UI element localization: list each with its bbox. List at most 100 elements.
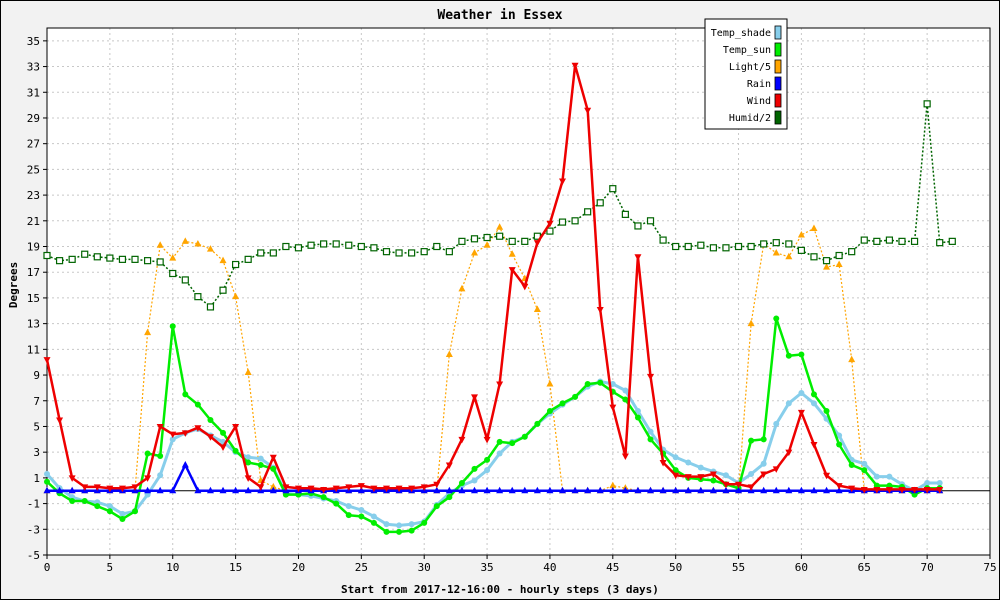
data-point-humid-2 (873, 237, 881, 245)
data-point-rain (496, 486, 504, 494)
data-point-wind (445, 462, 453, 470)
y-tick-label: 25 (27, 163, 40, 176)
x-axis-label: Start from 2017-12-16:00 - hourly steps … (341, 583, 659, 596)
data-point-humid-2 (923, 100, 931, 108)
data-point-wind (722, 481, 730, 489)
data-point-temp-shade (358, 507, 365, 514)
data-point-rain (156, 486, 164, 494)
data-point-wind (936, 486, 944, 494)
data-point-temp-sun (421, 519, 428, 526)
data-point-rain (533, 486, 541, 494)
data-point-wind (898, 486, 906, 494)
data-point-wind (282, 484, 290, 491)
plot-area (47, 28, 990, 555)
x-tick-label: 35 (480, 561, 493, 574)
data-point-temp-shade (345, 503, 352, 510)
data-point-light-5 (169, 254, 177, 261)
y-tick-label: -5 (27, 549, 40, 562)
y-tick-label: 9 (33, 369, 40, 382)
data-point-temp-sun (194, 401, 201, 408)
y-tick-label: 1 (33, 472, 40, 485)
data-point-temp-sun (798, 351, 805, 358)
data-point-wind (382, 485, 390, 493)
data-point-temp-sun (861, 467, 868, 474)
y-tick-label: 7 (33, 395, 40, 408)
data-point-temp-sun (383, 528, 390, 535)
data-point-light-5 (483, 241, 491, 248)
data-point-humid-2 (320, 240, 328, 248)
data-point-wind (571, 62, 579, 70)
data-point-wind (684, 474, 692, 481)
data-point-humid-2 (232, 260, 240, 269)
data-point-rain (835, 486, 843, 494)
y-tick-label: 3 (33, 446, 40, 459)
data-point-rain (445, 486, 453, 494)
data-point-rain (621, 486, 629, 494)
data-point-temp-sun (534, 420, 541, 427)
data-point-temp-sun (823, 408, 830, 415)
legend-label: Temp_shade (711, 28, 771, 39)
data-point-wind (219, 444, 227, 452)
data-point-humid-2 (659, 236, 667, 244)
data-point-wind (735, 481, 743, 489)
data-point-wind (860, 486, 868, 494)
data-point-rain (609, 486, 617, 494)
data-point-humid-2 (206, 303, 215, 311)
data-point-humid-2 (508, 237, 516, 245)
data-point-temp-sun (270, 465, 277, 472)
data-point-wind (709, 471, 717, 479)
data-point-wind (697, 474, 705, 481)
data-point-temp-sun (220, 429, 227, 436)
data-point-humid-2 (420, 248, 428, 256)
data-point-humid-2 (722, 244, 730, 252)
data-point-rain (232, 486, 240, 494)
y-tick-label: 33 (27, 61, 40, 74)
data-point-wind (496, 381, 504, 389)
y-tick-label: -3 (27, 523, 40, 536)
legend-label: Light/5 (729, 62, 771, 73)
data-point-rain (269, 486, 277, 494)
data-point-wind (559, 178, 567, 185)
data-point-light-5 (156, 241, 164, 248)
data-point-temp-sun (333, 500, 340, 507)
data-point-humid-2 (697, 241, 705, 249)
data-point-humid-2 (282, 242, 290, 251)
data-point-humid-2 (898, 237, 906, 245)
data-point-humid-2 (835, 251, 843, 260)
data-point-temp-sun (634, 414, 641, 421)
data-point-temp-shade (924, 480, 931, 487)
data-point-temp-shade (396, 522, 403, 529)
data-point-light-5 (470, 248, 478, 256)
data-point-humid-2 (106, 254, 114, 262)
data-point-temp-shade (169, 436, 176, 443)
data-point-humid-2 (143, 257, 152, 265)
data-point-rain (772, 486, 780, 494)
data-point-temp-sun (785, 352, 792, 359)
data-point-light-5 (445, 350, 453, 357)
data-point-humid-2 (269, 249, 277, 257)
legend-swatch (774, 76, 782, 91)
data-point-rain (709, 486, 717, 494)
y-tick-label: 23 (27, 189, 40, 202)
data-point-temp-sun (345, 512, 352, 519)
data-point-wind (647, 373, 655, 381)
data-point-temp-shade (760, 460, 767, 467)
data-point-humid-2 (760, 240, 768, 248)
x-tick-label: 55 (732, 561, 745, 574)
data-point-humid-2 (734, 242, 743, 251)
data-point-wind (810, 441, 818, 449)
data-point-light-5 (747, 319, 755, 327)
x-tick-label: 25 (355, 561, 368, 574)
data-point-rain (697, 486, 705, 494)
data-point-temp-shade (471, 477, 478, 484)
data-point-wind (835, 483, 843, 490)
data-point-temp-shade (861, 460, 868, 467)
data-point-humid-2 (747, 242, 755, 251)
data-point-humid-2 (433, 242, 441, 251)
data-point-rain (596, 486, 604, 494)
data-point-humid-2 (194, 293, 202, 301)
data-point-rain (785, 486, 793, 494)
data-point-humid-2 (822, 257, 831, 265)
x-tick-label: 10 (166, 561, 179, 574)
data-point-humid-2 (458, 237, 466, 245)
